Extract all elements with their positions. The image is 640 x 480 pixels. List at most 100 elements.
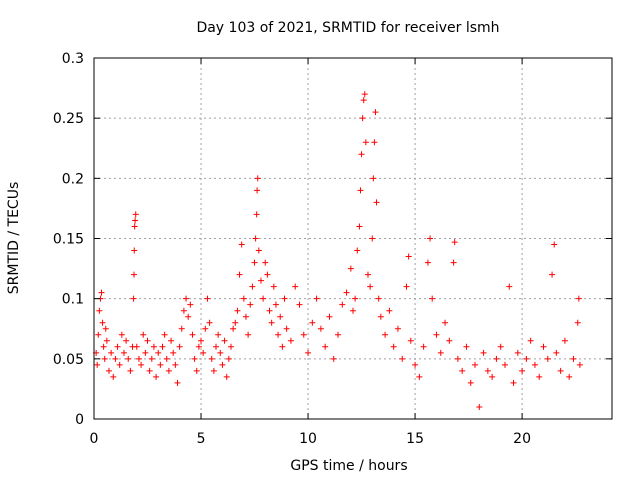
data-point bbox=[262, 259, 269, 266]
data-point bbox=[255, 247, 262, 254]
data-point bbox=[272, 301, 279, 308]
data-point bbox=[234, 307, 241, 314]
y-tick-label: 0 bbox=[75, 412, 84, 428]
data-point bbox=[202, 325, 209, 332]
data-point bbox=[403, 283, 410, 290]
data-point bbox=[317, 325, 324, 332]
chart-title: Day 103 of 2021, SRMTID for receiver lsm… bbox=[196, 20, 499, 36]
data-point bbox=[519, 367, 526, 374]
data-point bbox=[399, 355, 406, 362]
data-point bbox=[191, 355, 198, 362]
data-point bbox=[557, 367, 564, 374]
data-point bbox=[339, 301, 346, 308]
data-point bbox=[131, 247, 138, 254]
data-point bbox=[150, 343, 157, 350]
data-point bbox=[330, 355, 337, 362]
data-point bbox=[358, 151, 365, 158]
data-point bbox=[108, 349, 115, 356]
data-point bbox=[131, 271, 138, 278]
data-point bbox=[242, 313, 249, 320]
data-point bbox=[230, 325, 237, 332]
x-tick-label: 15 bbox=[406, 431, 424, 447]
data-point bbox=[159, 343, 166, 350]
x-axis-label: GPS time / hours bbox=[290, 458, 407, 474]
data-point bbox=[386, 307, 393, 314]
data-point bbox=[305, 349, 312, 356]
y-tick-label: 0.25 bbox=[53, 111, 84, 127]
data-point bbox=[362, 139, 369, 146]
data-point bbox=[176, 343, 183, 350]
data-point bbox=[405, 253, 412, 260]
data-point bbox=[172, 361, 179, 368]
data-point bbox=[225, 355, 232, 362]
data-point bbox=[170, 349, 177, 356]
data-point bbox=[347, 265, 354, 272]
data-point bbox=[198, 337, 205, 344]
data-point bbox=[575, 295, 582, 302]
data-point bbox=[183, 295, 190, 302]
data-point bbox=[138, 361, 145, 368]
y-axis-label: SRMTID / TECUs bbox=[6, 182, 22, 295]
data-point bbox=[163, 355, 170, 362]
data-point bbox=[497, 343, 504, 350]
data-point bbox=[257, 277, 264, 284]
data-point bbox=[125, 355, 132, 362]
data-point bbox=[270, 283, 277, 290]
data-point bbox=[429, 295, 436, 302]
data-point bbox=[232, 319, 239, 326]
data-point bbox=[165, 367, 172, 374]
data-point bbox=[116, 361, 123, 368]
data-point bbox=[382, 331, 389, 338]
data-point bbox=[251, 259, 258, 266]
x-tick-label: 10 bbox=[299, 431, 317, 447]
data-point bbox=[367, 283, 374, 290]
data-point bbox=[249, 283, 256, 290]
data-point bbox=[283, 325, 290, 332]
data-point bbox=[180, 307, 187, 314]
data-point bbox=[523, 355, 530, 362]
data-point bbox=[566, 373, 573, 380]
data-point bbox=[101, 355, 108, 362]
data-point bbox=[313, 295, 320, 302]
data-point bbox=[161, 331, 168, 338]
data-point bbox=[155, 349, 162, 356]
data-point bbox=[193, 367, 200, 374]
data-point bbox=[133, 343, 140, 350]
data-point bbox=[540, 343, 547, 350]
data-point bbox=[335, 331, 342, 338]
data-point bbox=[359, 115, 366, 122]
data-point bbox=[94, 361, 101, 368]
data-point bbox=[361, 91, 368, 98]
data-point bbox=[433, 331, 440, 338]
data-point bbox=[514, 349, 521, 356]
data-point bbox=[350, 307, 356, 314]
data-point bbox=[153, 373, 160, 380]
data-point bbox=[472, 361, 479, 368]
y-tick-label: 0.15 bbox=[53, 232, 84, 248]
data-point bbox=[549, 271, 556, 278]
data-point bbox=[148, 355, 155, 362]
data-point bbox=[480, 349, 487, 356]
data-point bbox=[185, 313, 192, 320]
y-tick-label: 0.3 bbox=[62, 51, 84, 67]
data-point bbox=[238, 241, 245, 248]
data-point bbox=[200, 349, 207, 356]
data-point bbox=[450, 259, 457, 266]
data-point bbox=[127, 367, 134, 374]
data-point bbox=[189, 331, 196, 338]
data-point bbox=[454, 355, 461, 362]
data-point bbox=[375, 295, 382, 302]
data-point bbox=[135, 355, 142, 362]
data-point bbox=[132, 217, 139, 224]
data-point bbox=[140, 331, 147, 338]
data-point bbox=[217, 349, 224, 356]
data-point bbox=[459, 367, 466, 374]
data-point bbox=[112, 355, 119, 362]
data-point bbox=[489, 373, 496, 380]
data-point bbox=[253, 211, 260, 218]
data-point bbox=[168, 337, 175, 344]
data-point bbox=[390, 343, 397, 350]
data-point bbox=[157, 361, 164, 368]
data-point bbox=[206, 319, 213, 326]
